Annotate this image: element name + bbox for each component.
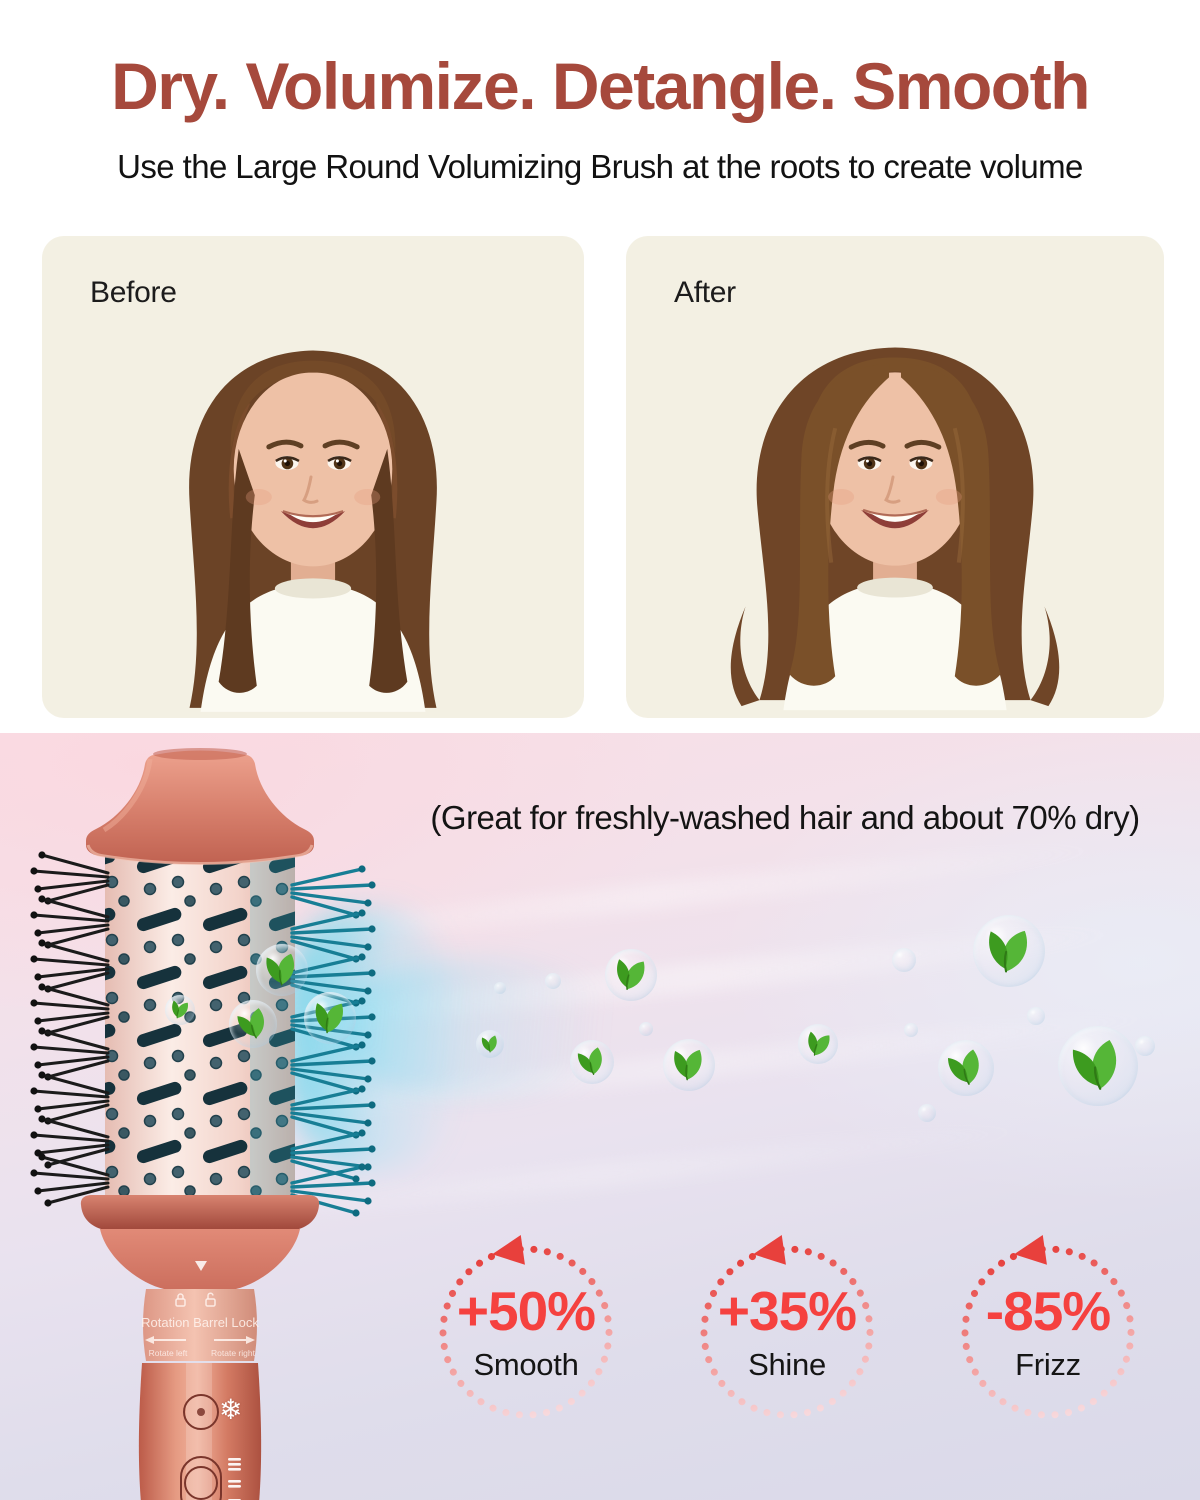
brush-cap bbox=[86, 748, 314, 865]
band-hint-left: Rotate left bbox=[149, 1348, 188, 1358]
leaf-bubble bbox=[973, 915, 1045, 987]
leaf-icon bbox=[943, 1045, 990, 1092]
before-label: Before bbox=[90, 276, 177, 309]
leaf-bubble bbox=[570, 1040, 614, 1084]
brush-collar bbox=[80, 1195, 320, 1229]
bubble bbox=[1027, 1007, 1045, 1025]
leaf-bubble bbox=[798, 1024, 838, 1064]
feature-section: (Great for freshly-washed hair and about… bbox=[0, 733, 1200, 1500]
leaf-icon bbox=[263, 951, 300, 988]
brush-barrel bbox=[105, 851, 295, 1197]
bubble bbox=[545, 973, 561, 989]
lock-icon bbox=[175, 1293, 186, 1307]
unlock-icon bbox=[205, 1292, 216, 1307]
brush-neck bbox=[100, 1229, 300, 1289]
stat-value: +35% bbox=[717, 1279, 857, 1342]
leaf-icon bbox=[574, 1044, 610, 1080]
leaf-bubble bbox=[1058, 1026, 1138, 1106]
leaf-bubble bbox=[256, 944, 308, 996]
band-hint-right: Rotate right bbox=[211, 1348, 256, 1358]
leaf-icon bbox=[608, 952, 653, 997]
rotation-lock-band[interactable]: Rotation Barrel Lock Rotate left Rotate … bbox=[141, 1289, 259, 1361]
stat-badge-frizz: -85% Frizz bbox=[952, 1233, 1144, 1429]
leaf-icon bbox=[1066, 1034, 1129, 1097]
leaf-icon bbox=[233, 1004, 274, 1045]
leaf-bubble bbox=[663, 1039, 715, 1091]
page-subtitle: Use the Large Round Volumizing Brush at … bbox=[117, 148, 1083, 185]
stat-value: -85% bbox=[985, 1279, 1111, 1342]
brush-handle bbox=[138, 1363, 262, 1500]
leaf-icon bbox=[668, 1044, 709, 1085]
leaf-icon bbox=[308, 996, 351, 1039]
leaf-bubble bbox=[165, 995, 195, 1025]
bubble bbox=[892, 948, 916, 972]
section-caption: (Great for freshly-washed hair and about… bbox=[430, 799, 1140, 836]
leaf-icon bbox=[980, 922, 1039, 981]
stat-badge-smooth: +50% Smooth bbox=[430, 1233, 622, 1429]
after-photo-illustration bbox=[730, 347, 1060, 711]
leaf-bubble bbox=[476, 1030, 504, 1058]
bubble bbox=[918, 1104, 936, 1122]
after-photo-card: After bbox=[626, 236, 1164, 718]
rotate-right-arrow-icon bbox=[214, 1336, 255, 1344]
stat-label: Frizz bbox=[1015, 1346, 1081, 1382]
leaf-bubble bbox=[304, 992, 356, 1044]
leaf-bubble bbox=[938, 1040, 994, 1096]
bubble bbox=[494, 982, 506, 994]
stat-arrow-icon bbox=[492, 1235, 525, 1265]
stats-row: +50% Smooth +35% Shine bbox=[430, 1233, 1144, 1429]
rotate-left-arrow-icon bbox=[145, 1336, 186, 1344]
band-title: Rotation Barrel Lock bbox=[141, 1315, 259, 1330]
before-photo-card: Before bbox=[42, 236, 584, 718]
leaf-bubble bbox=[605, 949, 657, 1001]
bubble bbox=[639, 1022, 653, 1036]
leaf-icon bbox=[800, 1026, 837, 1063]
leaf-bubble bbox=[229, 1000, 277, 1048]
page-title: Dry. Volumize. Detangle. Smooth bbox=[111, 49, 1090, 123]
hair-dryer-brush-product: Rotation Barrel Lock Rotate left Rotate … bbox=[28, 748, 378, 1500]
speed-slider[interactable] bbox=[180, 1456, 222, 1500]
bubble bbox=[1135, 1036, 1155, 1056]
bubble bbox=[904, 1023, 918, 1037]
after-label: After bbox=[674, 276, 736, 309]
before-photo-illustration bbox=[189, 350, 437, 712]
triangle-down-mark bbox=[195, 1261, 207, 1271]
snowflake-icon: ❄ bbox=[219, 1394, 243, 1425]
stat-arrow-icon bbox=[753, 1235, 786, 1265]
cold-shot-button[interactable] bbox=[183, 1394, 219, 1430]
stat-badge-shine: +35% Shine bbox=[691, 1233, 883, 1429]
leaf-icon bbox=[166, 996, 193, 1023]
stat-value: +50% bbox=[456, 1279, 596, 1342]
stat-label: Smooth bbox=[473, 1346, 579, 1382]
stat-arrow-icon bbox=[1014, 1235, 1047, 1265]
leaf-icon bbox=[480, 1034, 500, 1054]
stat-label: Shine bbox=[748, 1346, 826, 1382]
